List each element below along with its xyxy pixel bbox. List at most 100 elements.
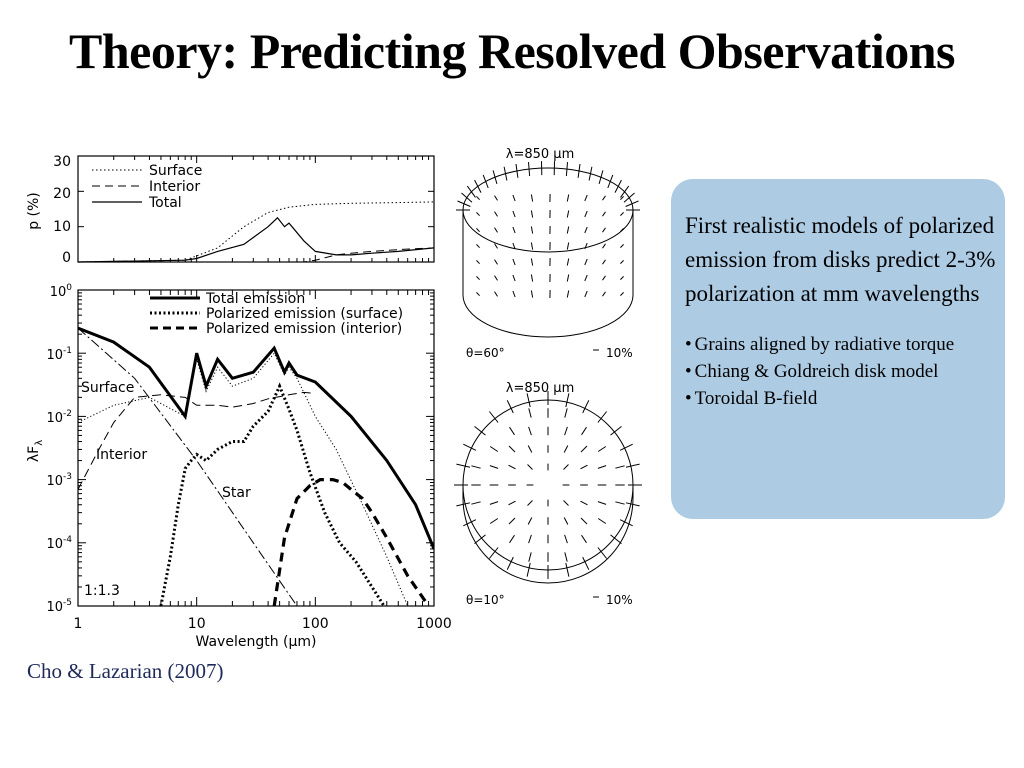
polarization-vector	[471, 465, 481, 469]
polarization-vector	[528, 408, 532, 418]
polarization-vector	[563, 517, 569, 525]
polarization-vector	[563, 500, 569, 506]
polarization-vector	[456, 502, 471, 507]
disk-bottom-arc	[462, 294, 634, 338]
polarization-vector	[625, 200, 639, 207]
polarization-vector	[492, 170, 498, 185]
disk-edge-arc	[462, 497, 634, 584]
polarization-vector	[503, 166, 508, 181]
polarization-vector	[494, 211, 498, 217]
xtick-label: 100	[302, 616, 329, 632]
polarization-vector	[620, 196, 624, 200]
y-axis-label: λFλ	[26, 440, 45, 462]
polarization-vector	[512, 274, 516, 282]
polarization-vector	[489, 518, 499, 524]
polarization-vector	[597, 465, 607, 469]
polarization-vector	[610, 426, 622, 436]
polarization-vector	[597, 518, 607, 524]
polarization-vector	[602, 291, 606, 297]
polarization-vector	[512, 210, 516, 218]
polarization-vector	[512, 290, 516, 298]
scale-bar-label: 10%	[606, 346, 633, 360]
polarization-vector	[619, 519, 633, 527]
polarization-vector	[526, 393, 531, 408]
y-axis-label: p (%)	[26, 192, 42, 230]
polarization-vector	[506, 556, 514, 570]
polarization-vector	[607, 174, 614, 189]
polarization-vector	[508, 500, 516, 506]
polarization-vector	[588, 166, 593, 181]
polarization-vector	[565, 393, 570, 408]
polarization-vector	[494, 243, 498, 249]
series-line-polarized-emission-surface	[159, 382, 386, 606]
polarization-vector	[512, 194, 516, 202]
polarization-vector	[620, 244, 624, 248]
series-line-polarized-emission-interior	[272, 478, 430, 606]
polarization-vector	[566, 210, 570, 218]
bullet-item: Chiang & Goldreich disk model	[685, 358, 997, 385]
polarization-vector	[625, 463, 640, 468]
polarization-vector	[566, 258, 570, 266]
bullet-item: Toroidal B-field	[685, 385, 997, 412]
top-ticks	[78, 156, 434, 262]
polarization-vector	[474, 534, 486, 544]
bullet-list: Grains aligned by radiative torque Chian…	[685, 331, 997, 412]
summary-callout: First realistic models of polarized emis…	[671, 179, 1005, 519]
polarization-vector	[527, 517, 533, 525]
polarization-vector	[620, 260, 624, 264]
polarization-vector	[620, 292, 624, 296]
polarization-vector	[494, 227, 498, 233]
polarization-vector	[456, 463, 471, 468]
top-plot-frame	[77, 155, 435, 263]
polarization-vector	[489, 547, 499, 559]
polarization-vector	[584, 226, 588, 234]
polarization-vector	[564, 552, 568, 562]
polarization-vector	[602, 211, 606, 217]
polarization-vector	[515, 163, 519, 178]
polarization-vector	[530, 194, 534, 202]
polarization-vector	[580, 517, 588, 525]
polarization-vector	[476, 259, 480, 265]
citation: Cho & Lazarian (2007)	[27, 659, 224, 683]
polarization-vector	[476, 211, 480, 217]
polarization-vector	[494, 259, 498, 265]
xtick-label: 10	[188, 616, 206, 632]
polarization-vector	[577, 163, 581, 178]
polarization-vector	[466, 185, 476, 198]
polarization-vector	[584, 290, 588, 298]
annotation-ratio: 1:1.3	[84, 583, 120, 599]
polarization-vector	[527, 464, 533, 470]
polarization-vector	[602, 275, 606, 281]
polarization-vector	[584, 274, 588, 282]
polarization-vector	[581, 534, 587, 544]
polarization-vector	[564, 408, 568, 418]
ytick-label: 10-1	[46, 346, 72, 363]
map-inclined: λ=850 μm θ=60° 10%	[456, 147, 640, 360]
series-line-surface	[78, 352, 409, 606]
polarization-vector	[566, 274, 570, 282]
polarization-vector	[506, 400, 514, 414]
polarization-vector	[471, 501, 481, 505]
polarization-vector	[489, 411, 499, 423]
polarization-vector	[530, 258, 534, 266]
polarization-vector	[597, 446, 607, 452]
polarization-vector	[530, 226, 534, 234]
polarization-vector	[512, 242, 516, 250]
polarization-vector	[602, 243, 606, 249]
polarization-vector	[620, 228, 624, 232]
polarization-vector	[566, 290, 570, 298]
polarization-vector	[563, 445, 569, 453]
polarization-vector	[526, 562, 531, 577]
xtick-label: 1	[74, 616, 83, 632]
polarization-vector	[580, 500, 588, 506]
polarization-vector	[463, 519, 477, 527]
x-axis-label: Wavelength (μm)	[196, 634, 317, 650]
series-line-interior	[78, 391, 316, 490]
series-line-surface	[77, 201, 435, 263]
map-wavelength-label: λ=850 μm	[506, 147, 574, 162]
ytick-label: 30	[53, 154, 71, 170]
polarization-vector	[597, 501, 607, 505]
series-line-total-emission	[78, 326, 434, 550]
polarization-vector	[512, 226, 516, 234]
